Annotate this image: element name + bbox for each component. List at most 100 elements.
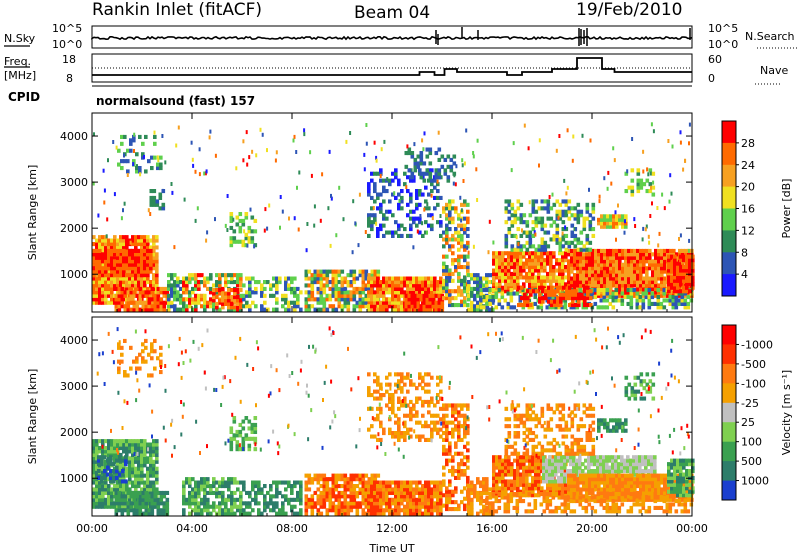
heatmap-cell xyxy=(155,259,159,264)
heatmap-cell xyxy=(688,265,692,270)
heatmap-cell xyxy=(299,307,303,312)
heatmap-cell xyxy=(155,235,159,240)
heatmap-cell xyxy=(633,259,637,264)
heatmap-cell xyxy=(558,275,562,280)
heatmap-cell xyxy=(394,280,398,285)
heatmap-cell xyxy=(319,501,324,506)
heatmap-cell xyxy=(132,162,135,167)
heatmap-cell xyxy=(446,154,451,159)
heatmap-cell xyxy=(603,262,607,267)
heatmap-cell xyxy=(364,504,369,509)
heatmap-cell xyxy=(504,199,509,204)
heatmap-cell xyxy=(537,220,542,225)
heatmap-cell xyxy=(437,304,442,309)
heatmap-cell xyxy=(131,273,135,278)
heatmap-cell xyxy=(422,297,427,302)
heatmap-cell xyxy=(559,303,563,308)
heatmap-cell xyxy=(382,293,386,298)
heatmap-cell xyxy=(98,242,102,247)
heatmap-cell xyxy=(577,296,581,301)
heatmap-cell xyxy=(668,199,671,204)
heatmap-cell xyxy=(460,254,464,259)
heatmap-cell xyxy=(660,262,664,267)
heatmap-cell xyxy=(140,449,144,454)
heatmap-cell xyxy=(638,305,643,310)
heatmap-cell xyxy=(603,259,607,264)
heatmap-cell xyxy=(275,280,279,285)
heatmap-cell xyxy=(122,266,126,271)
heatmap-cell xyxy=(376,276,380,281)
heatmap-cell xyxy=(310,497,315,502)
heatmap-cell xyxy=(576,262,580,267)
heatmap-cell xyxy=(124,458,128,463)
heatmap-cell xyxy=(325,269,330,274)
heatmap-cell xyxy=(400,280,404,285)
heatmap-cell xyxy=(367,494,371,499)
heatmap-cell xyxy=(116,283,120,288)
heatmap-cell xyxy=(269,494,273,499)
heatmap-cell xyxy=(197,293,201,298)
heatmap-cell xyxy=(516,199,521,204)
heatmap-cell xyxy=(307,283,312,288)
heatmap-cell xyxy=(636,248,640,253)
heatmap-cell xyxy=(361,473,366,478)
heatmap-cell xyxy=(388,300,392,305)
heatmap-cell xyxy=(367,182,371,187)
heatmap-cell xyxy=(606,262,610,267)
heatmap-cell xyxy=(642,269,646,274)
heatmap-cell xyxy=(255,153,258,158)
heatmap-cell xyxy=(519,289,523,294)
heatmap-cell xyxy=(573,276,577,281)
heatmap-cell xyxy=(445,275,449,280)
heatmap-cell xyxy=(101,452,105,457)
heatmap-cell xyxy=(98,449,102,454)
heatmap-cell xyxy=(95,470,99,475)
heatmap-cell xyxy=(466,209,470,214)
heatmap-cell xyxy=(137,470,141,475)
heatmap-cell xyxy=(113,245,117,250)
heatmap-cell xyxy=(182,297,186,302)
heatmap-cell xyxy=(167,293,171,298)
heatmap-cell xyxy=(558,278,562,283)
heatmap-cell xyxy=(382,497,386,502)
heatmap-cell xyxy=(525,240,530,245)
heatmap-cell xyxy=(370,286,374,291)
heatmap-cell xyxy=(102,168,105,173)
heatmap-cell xyxy=(239,293,243,298)
heatmap-cell xyxy=(260,487,264,492)
heatmap-cell xyxy=(591,206,596,211)
heatmap-cell xyxy=(597,252,601,257)
heatmap-cell xyxy=(331,304,336,309)
heatmap-cell xyxy=(212,288,216,293)
heatmap-cell xyxy=(615,217,619,222)
heatmap-cell xyxy=(424,276,428,281)
heatmap-cell xyxy=(485,276,489,281)
heatmap-cell xyxy=(162,300,167,305)
heatmap-cell xyxy=(639,182,644,187)
heatmap-cell xyxy=(591,276,595,281)
heatmap-cell xyxy=(143,283,147,288)
heatmap-cell xyxy=(576,276,580,281)
heatmap-cell xyxy=(626,301,631,306)
heatmap-cell xyxy=(513,251,517,256)
heatmap-cell xyxy=(660,255,664,260)
heatmap-cell xyxy=(269,508,273,513)
heatmap-cell xyxy=(614,298,619,303)
heatmap-cell xyxy=(552,220,557,225)
heatmap-cell xyxy=(463,299,467,304)
heatmap-cell xyxy=(150,504,155,509)
heatmap-cell xyxy=(242,480,246,485)
heatmap-cell xyxy=(645,248,649,253)
heatmap-cell xyxy=(538,299,542,304)
heatmap-cell xyxy=(307,276,312,281)
heatmap-cell xyxy=(233,305,237,310)
heatmap-cell xyxy=(131,252,135,257)
heatmap-cell xyxy=(457,289,461,294)
heatmap-cell xyxy=(419,171,424,176)
heatmap-cell xyxy=(582,283,586,288)
heatmap-cell xyxy=(200,480,204,485)
heatmap-cell xyxy=(140,238,144,243)
heatmap-cell xyxy=(322,487,327,492)
heatmap-cell xyxy=(636,266,640,271)
heatmap-cell xyxy=(591,262,595,267)
